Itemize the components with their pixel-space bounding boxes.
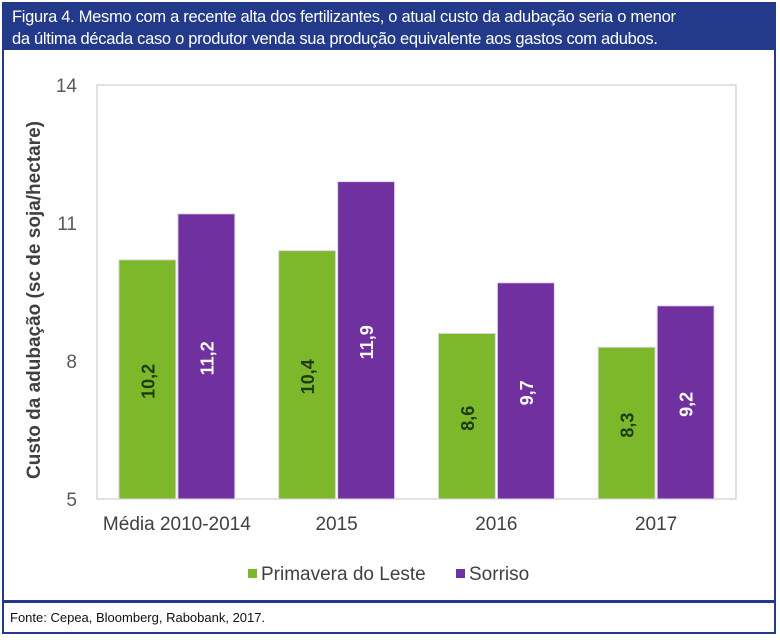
x-category-label: 2016 xyxy=(475,514,517,535)
data-label: 10,2 xyxy=(138,364,158,399)
x-category-label: Média 2010-2014 xyxy=(103,514,251,535)
data-label: 8,6 xyxy=(458,406,478,431)
data-label: 8,3 xyxy=(618,413,638,438)
x-category-label: 2017 xyxy=(635,514,677,535)
data-label: 10,4 xyxy=(298,359,318,394)
title-line-2: da última década caso o produtor venda s… xyxy=(12,30,658,48)
legend-label-primavera-do-leste: Primavera do Leste xyxy=(261,564,426,585)
y-tick-label: 14 xyxy=(56,76,78,97)
data-label: 9,2 xyxy=(677,392,697,417)
y-axis-title: Custo da adubação (sc de soja/hectare) xyxy=(24,121,45,479)
legend-swatch-sorriso xyxy=(456,569,465,578)
plot-area-border xyxy=(96,84,737,500)
bar-sorriso xyxy=(177,213,236,500)
figure-title: Figura 4. Mesmo com a recente alta dos f… xyxy=(4,4,774,50)
title-line-1: Figura 4. Mesmo com a recente alta dos f… xyxy=(12,8,676,26)
footer-divider xyxy=(4,600,774,603)
bar-sorriso xyxy=(656,305,715,500)
data-label: 11,2 xyxy=(197,341,217,375)
y-tick-label: 11 xyxy=(57,214,77,235)
legend-swatch-primavera-do-leste xyxy=(248,569,257,578)
data-label: 9,7 xyxy=(517,380,537,405)
y-tick-label: 8 xyxy=(66,352,77,373)
bar-primavera-do-leste xyxy=(597,346,656,500)
y-tick-label: 5 xyxy=(66,490,77,511)
data-label: 11,9 xyxy=(357,325,377,359)
bar-primavera-do-leste xyxy=(118,259,177,500)
x-category-label: 2015 xyxy=(315,514,357,535)
bar-primavera-do-leste xyxy=(278,250,337,500)
bar-sorriso xyxy=(496,282,555,500)
bar-sorriso xyxy=(337,181,396,500)
source-note: Fonte: Cepea, Bloomberg, Rabobank, 2017. xyxy=(10,610,266,625)
bar-primavera-do-leste xyxy=(437,332,496,500)
legend-label-sorriso: Sorriso xyxy=(469,564,529,585)
